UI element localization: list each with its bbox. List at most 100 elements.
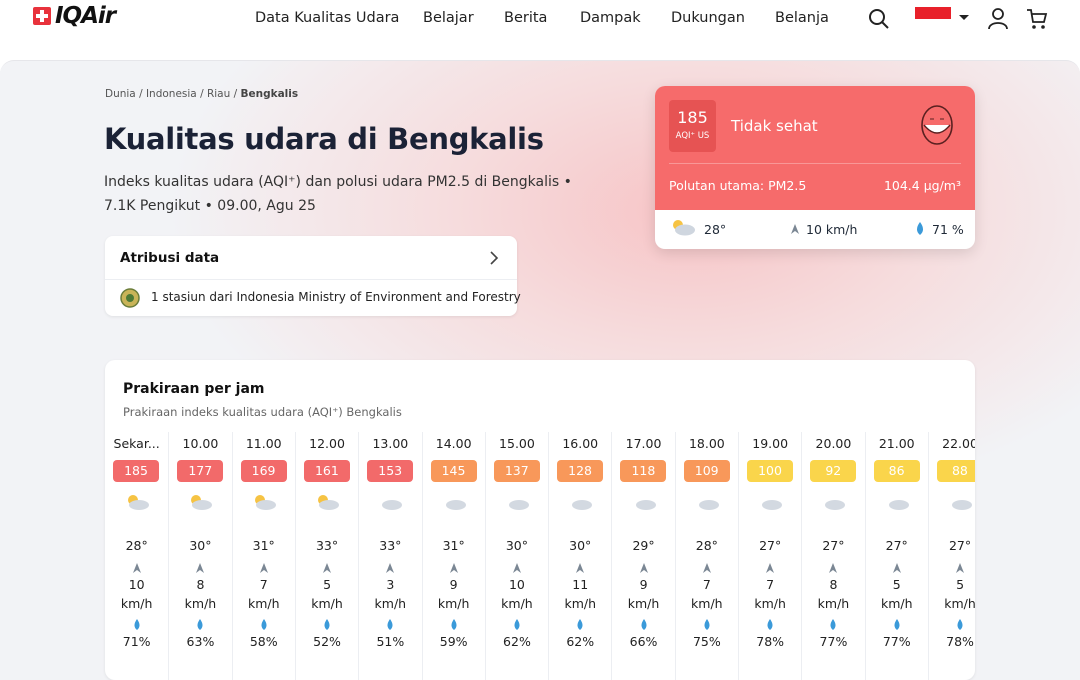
forecast-time: 21.00 [878, 436, 915, 451]
language-flag[interactable] [915, 7, 951, 19]
wind-unit: km/h [817, 596, 850, 611]
wind-direction [612, 562, 674, 574]
forecast-column: 11.00 169 31° 7 km/h 58% [231, 432, 295, 680]
drop [641, 619, 647, 630]
forecast-time: 16.00 [562, 436, 599, 451]
nav-item[interactable]: Dampak [580, 10, 641, 26]
dropdown-arrow[interactable] [958, 14, 970, 22]
aqi-badge: 86 [873, 460, 920, 482]
weather-shape [825, 500, 846, 510]
humidity-icon [359, 618, 421, 632]
weather-shape [382, 500, 403, 510]
forecast-time: 12.00 [309, 436, 345, 451]
page-title: Kualitas udara di Bengkalis [104, 122, 544, 156]
temperature: 27° [885, 538, 908, 553]
aqi-badge: 100 [747, 460, 793, 482]
logo-flag[interactable] [33, 7, 51, 25]
nav-item[interactable]: Berita [504, 10, 548, 26]
aqi-badge: 109 [683, 460, 730, 482]
weather-icon [233, 493, 295, 511]
aqi-badge: 88 [936, 460, 975, 482]
humidity: 63% [186, 634, 215, 649]
humidity-icon [802, 618, 864, 632]
wind-speed: 9 [449, 577, 458, 592]
forecast-time: 22.00 [942, 436, 975, 451]
weather-icon [296, 493, 358, 511]
wind-speed: 8 [196, 577, 205, 592]
weather-icon [423, 493, 485, 511]
humidity: 71 % [932, 222, 964, 237]
forecast-time: 11.00 [245, 436, 282, 451]
wind-unit: km/h [247, 596, 280, 611]
forecast-time: 14.00 [435, 436, 472, 451]
aqi-value: 185 [677, 108, 708, 127]
weather-shape [698, 500, 719, 510]
wind-unit: km/h [437, 596, 470, 611]
cart-icon[interactable] [1025, 7, 1049, 31]
aqi-badge: 177 [177, 460, 224, 482]
forecast-time: 13.00 [372, 436, 409, 451]
wind-speed: 7 [766, 577, 775, 592]
chevron[interactable] [488, 250, 500, 266]
humidity: 78% [756, 634, 785, 649]
logo[interactable]: IQAir [55, 3, 116, 29]
attribution-source-name[interactable]: Indonesia Ministry of Environment and Fo… [236, 290, 521, 304]
attribution-card[interactable]: Atribusi data 1 stasiun dari Indonesia M… [105, 236, 521, 316]
weather-icon [612, 493, 674, 511]
nav-item[interactable]: Dukungan [671, 10, 745, 26]
temperature: 29° [632, 538, 655, 553]
weather-icon [739, 493, 801, 511]
user-icon[interactable] [986, 7, 1010, 31]
forecast-time: 18.00 [688, 436, 725, 451]
forecast-subtitle: Prakiraan indeks kualitas udara (AQI⁺) B… [123, 405, 402, 419]
humidity: 62% [503, 634, 531, 649]
humidity: 62% [566, 634, 595, 649]
wind-unit: km/h [564, 596, 597, 611]
temperature: 31° [442, 538, 465, 553]
drop [957, 619, 963, 630]
header: IQAir Data Kualitas Udara Belajar Berita Da… [0, 0, 1080, 60]
aqi-badge: 169 [240, 460, 287, 482]
wind-direction [105, 562, 168, 574]
wind-arrow [132, 563, 141, 573]
nav-item[interactable]: Belanja [775, 10, 829, 26]
humidity-icon [486, 618, 548, 632]
forecast-column: 19.00 100 27° 7 km/h 78% [738, 432, 801, 680]
forecast-column: 14.00 145 31° 9 km/h 59% [421, 432, 485, 680]
aqi-badge: 118 [620, 460, 667, 482]
wind-arrow [386, 563, 395, 573]
humidity-icon [612, 618, 674, 632]
wind-direction [676, 562, 738, 574]
weather-icon [359, 493, 421, 511]
humidity: 51% [376, 634, 405, 649]
wind-arrow [576, 563, 585, 573]
search-icon[interactable] [868, 8, 890, 30]
forecast-column: 18.00 109 28° 7 km/h 75% [674, 432, 738, 680]
temperature: 31° [252, 538, 275, 553]
wind-speed: 10 km/h [806, 222, 858, 237]
wind-unit: km/h [880, 596, 913, 611]
wind-direction [359, 562, 421, 574]
aqi-box: 185 AQI⁺ US [669, 100, 716, 152]
wind-speed: 3 [386, 577, 395, 592]
main-pollutant: Polutan utama: PM2.5 [669, 178, 807, 193]
wind-direction [423, 562, 485, 574]
humidity-icon [169, 618, 231, 632]
weather-shape [254, 495, 276, 510]
nav-item[interactable]: Data Kualitas Udara [255, 10, 400, 26]
ministry-logo [120, 288, 140, 308]
aqi-badge: 161 [303, 460, 350, 482]
attribution-prefix: 1 stasiun dari [151, 290, 237, 304]
drop [134, 619, 140, 630]
weather-shape [508, 500, 529, 510]
aqi-badge: 145 [430, 460, 477, 482]
humidity-icon [866, 618, 928, 632]
drop [387, 619, 393, 630]
humidity: 59% [439, 634, 468, 649]
humidity: 78% [946, 634, 974, 649]
breadcrumb-path[interactable]: Dunia / Indonesia / Riau / [105, 88, 241, 100]
weather-shape [191, 495, 213, 510]
nav-item[interactable]: Belajar [423, 10, 474, 26]
wind-speed: 5 [956, 577, 965, 592]
wind-direction [929, 562, 975, 574]
